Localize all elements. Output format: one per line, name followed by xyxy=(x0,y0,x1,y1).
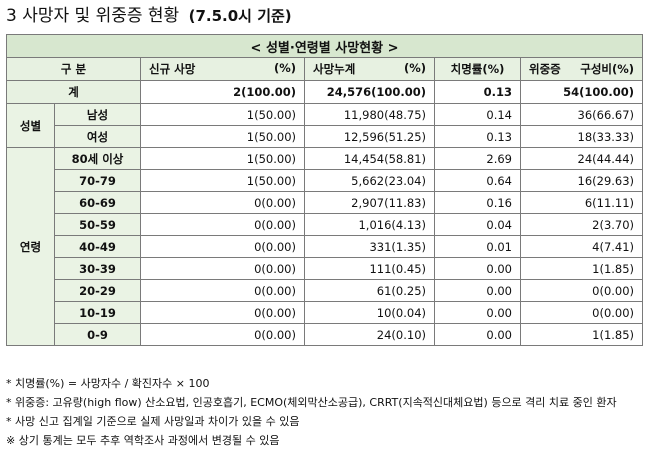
cell-fatality-rate: 0.14 xyxy=(434,103,521,126)
table-row: 여성 1(50.00) 12,596(51.25) 0.13 18(33.33) xyxy=(7,125,644,148)
table-row: 50-59 0(0.00) 1,016(4.13) 0.04 2(3.70) xyxy=(7,213,644,236)
table-row: 60-69 0(0.00) 2,907(11.83) 0.16 6(11.11) xyxy=(7,191,644,214)
title-main: 3 사망자 및 위중증 현황 xyxy=(6,6,180,26)
death-status-table: < 성별·연령별 사망현황 > 구 분 신규 사망 (%) 사망누계 (%) 치… xyxy=(5,34,644,346)
header-new-deaths: 신규 사망 (%) xyxy=(140,57,305,81)
total-total-deaths: 24,576(100.00) xyxy=(304,80,435,104)
cell-fatality-rate: 2.69 xyxy=(434,147,521,170)
row-label: 70-79 xyxy=(54,169,141,192)
cell-fatality-rate: 0.00 xyxy=(434,257,521,280)
group-label-sex: 성별 xyxy=(6,103,55,148)
table-header-row: 구 분 신규 사망 (%) 사망누계 (%) 치명률(%) 위중증 구성비(%) xyxy=(6,57,644,81)
cell-fatality-rate: 0.00 xyxy=(434,301,521,324)
cell-severe: 16(29.63) xyxy=(519,169,644,192)
cell-new-deaths: 0(0.00) xyxy=(140,191,305,214)
footnote: * 사망 신고 집계일 기준으로 실제 사망일과 차이가 있을 수 있음 xyxy=(6,415,300,428)
cell-fatality-rate: 0.13 xyxy=(434,125,521,148)
cell-total-deaths: 331(1.35) xyxy=(304,235,435,258)
cell-new-deaths: 0(0.00) xyxy=(140,257,305,280)
table-row: 성별 남성 1(50.00) 11,980(48.75) 0.14 36(66.67) xyxy=(6,103,644,148)
row-label: 20-29 xyxy=(54,279,141,302)
cell-new-deaths: 0(0.00) xyxy=(140,213,305,236)
table-row: 20-29 0(0.00) 61(0.25) 0.00 0(0.00) xyxy=(7,279,644,302)
cell-fatality-rate: 0.64 xyxy=(434,169,521,192)
cell-new-deaths: 0(0.00) xyxy=(140,235,305,258)
row-label: 10-19 xyxy=(54,301,141,324)
group-label-age: 연령 xyxy=(6,147,55,346)
total-label: 계 xyxy=(6,80,141,104)
cell-severe: 0(0.00) xyxy=(519,301,644,324)
header-total-deaths: 사망누계 (%) xyxy=(304,57,435,81)
cell-fatality-rate: 0.00 xyxy=(434,279,521,302)
cell-fatality-rate: 0.00 xyxy=(434,323,521,346)
total-row: 계 2(100.00) 24,576(100.00) 0.13 54(100.0… xyxy=(6,80,644,104)
table-banner: < 성별·연령별 사망현황 > xyxy=(5,34,644,58)
cell-total-deaths: 5,662(23.04) xyxy=(304,169,435,192)
cell-severe: 4(7.41) xyxy=(519,235,644,258)
header-severe-label: 위중증 xyxy=(529,62,561,76)
total-new-deaths: 2(100.00) xyxy=(140,80,305,104)
cell-total-deaths: 61(0.25) xyxy=(304,279,435,302)
table-row: 30-39 0(0.00) 111(0.45) 0.00 1(1.85) xyxy=(7,257,644,280)
cell-new-deaths: 1(50.00) xyxy=(140,125,305,148)
cell-total-deaths: 11,980(48.75) xyxy=(304,103,435,126)
table-banner-row: < 성별·연령별 사망현황 > xyxy=(5,34,644,58)
header-severe-share: 구성비(%) xyxy=(580,62,635,76)
cell-new-deaths: 0(0.00) xyxy=(140,301,305,324)
cell-total-deaths: 24(0.10) xyxy=(304,323,435,346)
row-label: 0-9 xyxy=(54,323,141,346)
cell-severe: 18(33.33) xyxy=(519,125,644,148)
cell-total-deaths: 10(0.04) xyxy=(304,301,435,324)
cell-severe: 6(11.11) xyxy=(519,191,644,214)
row-label: 남성 xyxy=(54,103,141,126)
footnote: * 치명률(%) = 사망자수 / 확진자수 × 100 xyxy=(6,377,210,390)
cell-total-deaths: 12,596(51.25) xyxy=(304,125,435,148)
page-title: 3 사망자 및 위중증 현황 (7.5.0시 기준) xyxy=(6,4,292,28)
header-total-deaths-label: 사망누계 xyxy=(313,62,356,76)
cell-new-deaths: 0(0.00) xyxy=(140,323,305,346)
header-severe: 위중증 구성비(%) xyxy=(519,57,644,81)
age-rows: 연령 80세 이상 1(50.00) 14,454(58.81) 2.69 24(44.4… xyxy=(6,147,644,346)
cell-new-deaths: 0(0.00) xyxy=(140,279,305,302)
header-new-deaths-unit: (%) xyxy=(273,61,296,75)
cell-total-deaths: 111(0.45) xyxy=(304,257,435,280)
cell-severe: 1(1.85) xyxy=(519,323,644,346)
footnote: * 위중증: 고유량(high flow) 산소요법, 인공호흡기, ECMO(… xyxy=(6,396,617,409)
header-new-deaths-label: 신규 사망 xyxy=(149,62,196,76)
row-label: 60-69 xyxy=(54,191,141,214)
cell-severe: 2(3.70) xyxy=(519,213,644,236)
cell-fatality-rate: 0.04 xyxy=(434,213,521,236)
cell-total-deaths: 1,016(4.13) xyxy=(304,213,435,236)
row-label: 50-59 xyxy=(54,213,141,236)
cell-fatality-rate: 0.01 xyxy=(434,235,521,258)
cell-new-deaths: 1(50.00) xyxy=(140,147,305,170)
cell-severe: 1(1.85) xyxy=(519,257,644,280)
row-label: 여성 xyxy=(54,125,141,148)
header-category: 구 분 xyxy=(6,57,141,81)
title-date: (7.5.0시 기준) xyxy=(188,7,292,25)
table-row: 연령 80세 이상 1(50.00) 14,454(58.81) 2.69 24(44.4… xyxy=(6,147,644,346)
cell-new-deaths: 1(50.00) xyxy=(140,169,305,192)
cell-fatality-rate: 0.16 xyxy=(434,191,521,214)
cell-new-deaths: 1(50.00) xyxy=(140,103,305,126)
row-label: 80세 이상 xyxy=(54,147,141,170)
table-row: 10-19 0(0.00) 10(0.04) 0.00 0(0.00) xyxy=(7,301,644,324)
cell-total-deaths: 14,454(58.81) xyxy=(304,147,435,170)
cell-severe: 24(44.44) xyxy=(519,147,644,170)
footnotes: * 치명률(%) = 사망자수 / 확진자수 × 100 * 위중증: 고유량(… xyxy=(6,374,646,450)
table-row: 0-9 0(0.00) 24(0.10) 0.00 1(1.85) xyxy=(7,323,644,346)
row-label: 40-49 xyxy=(54,235,141,258)
sex-rows: 성별 남성 1(50.00) 11,980(48.75) 0.14 36(66.67) 여성… xyxy=(6,103,644,148)
header-fatality-rate: 치명률(%) xyxy=(434,57,521,81)
header-total-deaths-unit: (%) xyxy=(403,61,426,75)
footnote: ※ 상기 통계는 모두 추후 역학조사 과정에서 변경될 수 있음 xyxy=(6,434,280,447)
row-label: 30-39 xyxy=(54,257,141,280)
cell-total-deaths: 2,907(11.83) xyxy=(304,191,435,214)
table-row: 70-79 1(50.00) 5,662(23.04) 0.64 16(29.63) xyxy=(7,169,644,192)
total-severe: 54(100.00) xyxy=(519,80,644,104)
total-fatality-rate: 0.13 xyxy=(434,80,521,104)
table-row: 40-49 0(0.00) 331(1.35) 0.01 4(7.41) xyxy=(7,235,644,258)
cell-severe: 0(0.00) xyxy=(519,279,644,302)
cell-severe: 36(66.67) xyxy=(519,103,644,126)
